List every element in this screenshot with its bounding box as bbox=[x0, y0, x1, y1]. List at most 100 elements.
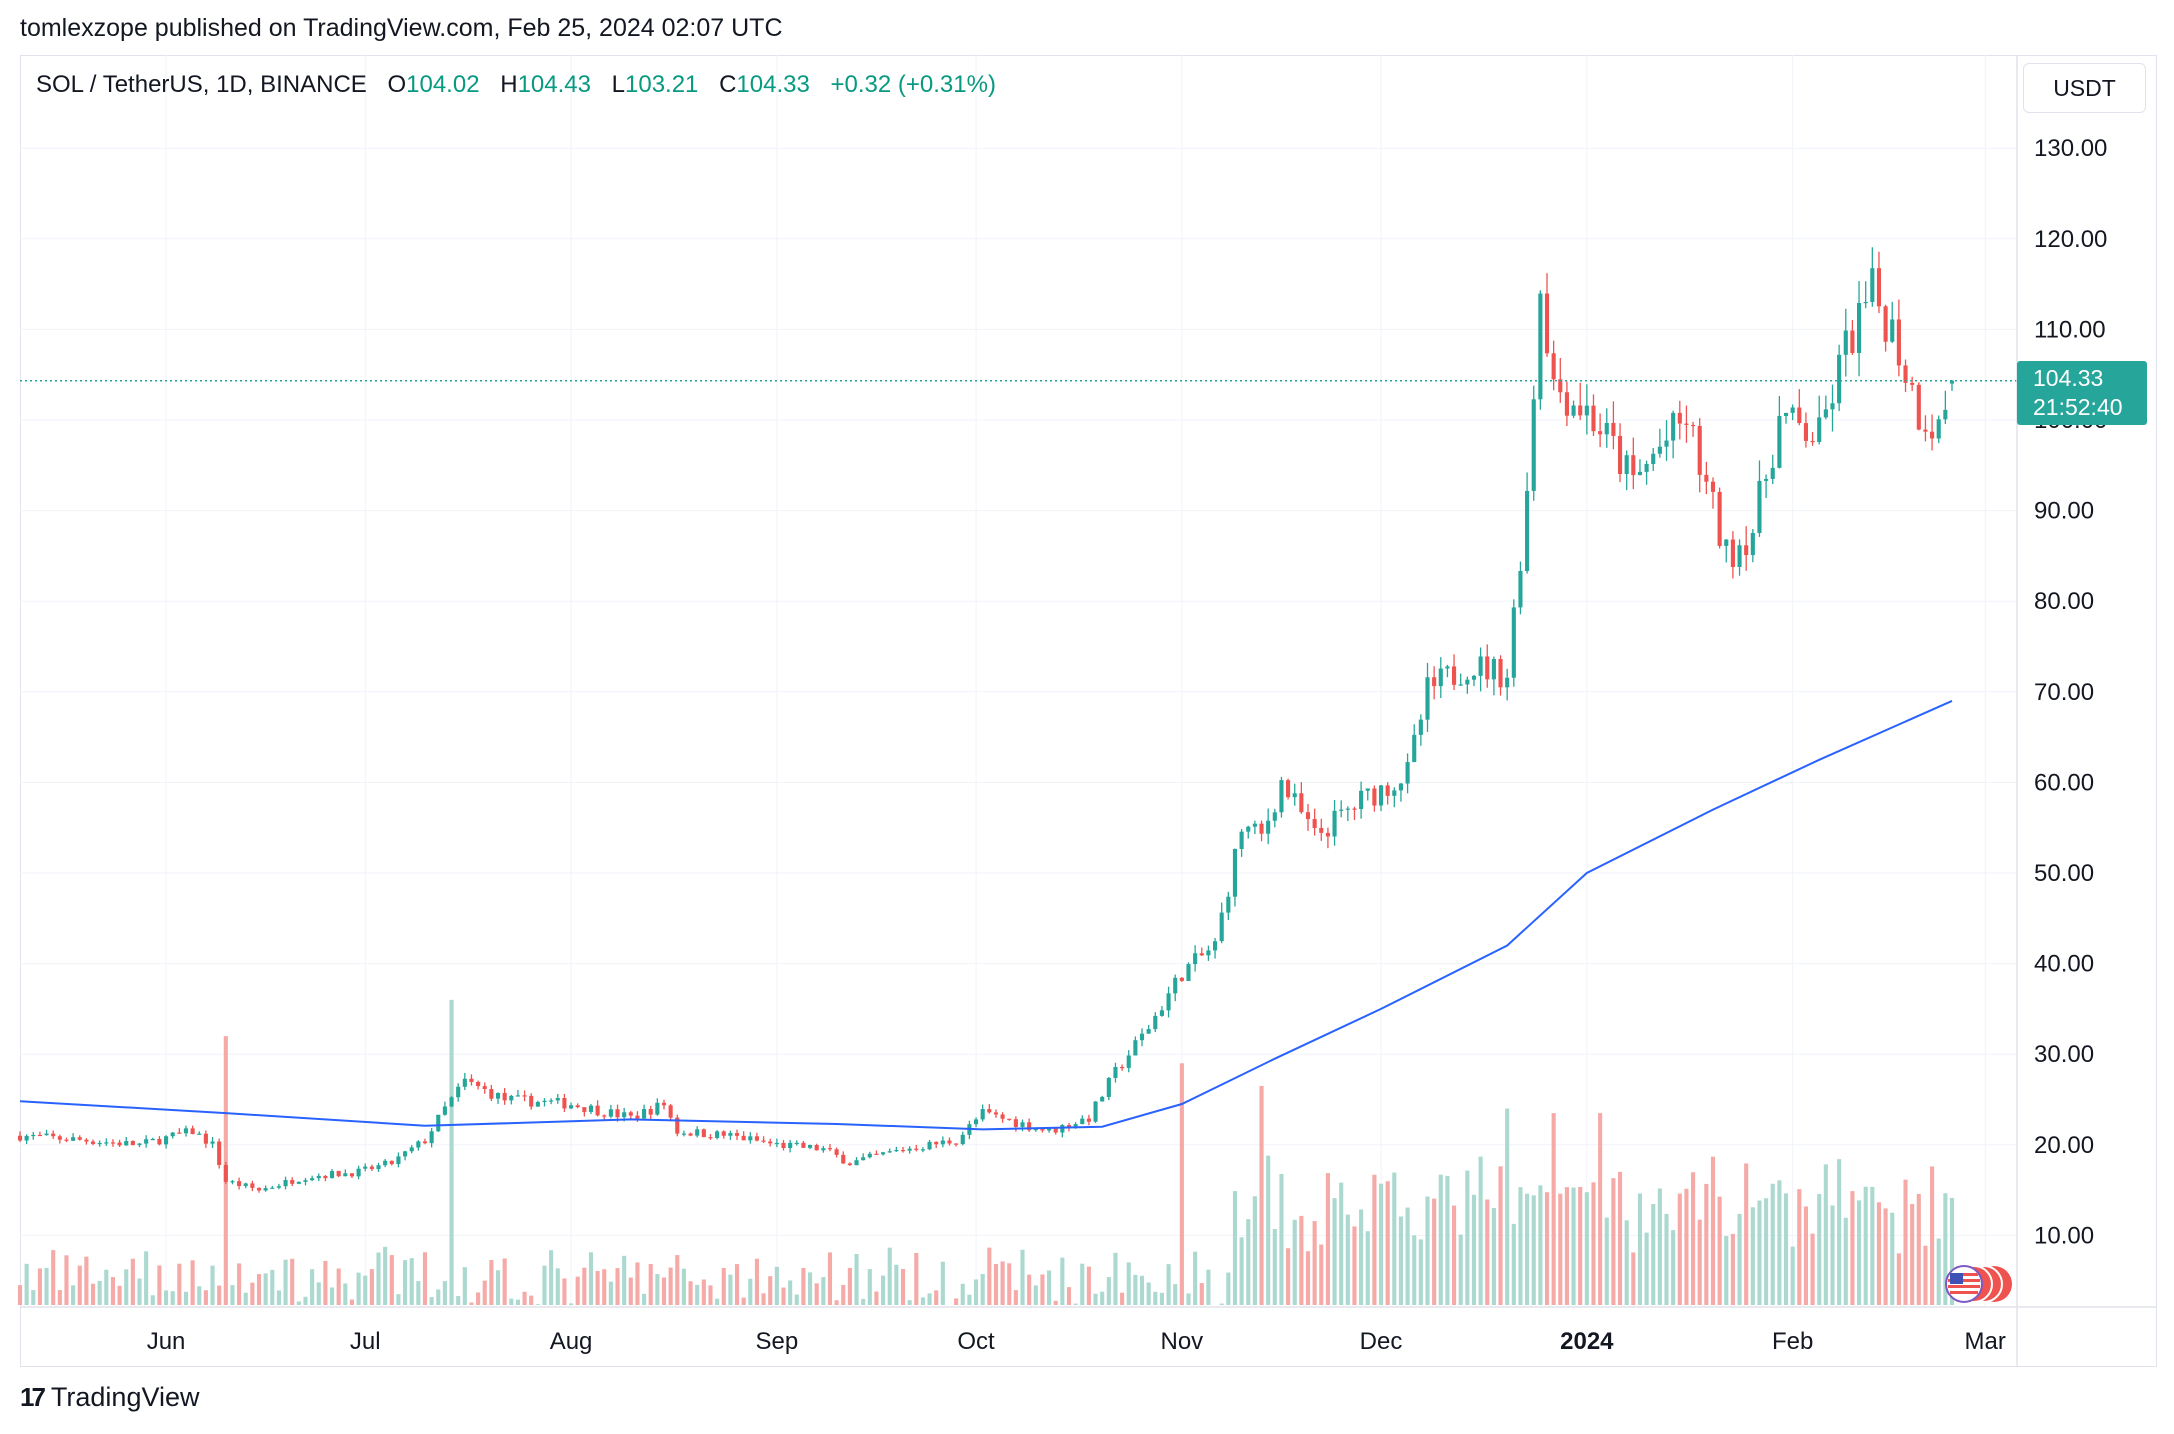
candle-body bbox=[329, 1171, 335, 1179]
volume-bar bbox=[1305, 1251, 1311, 1305]
open-value: 104.02 bbox=[406, 71, 480, 98]
volume-bar bbox=[1020, 1249, 1025, 1305]
volume-bar bbox=[993, 1264, 999, 1305]
y-tick-label: 60.00 bbox=[2034, 769, 2094, 796]
candle-body bbox=[84, 1139, 89, 1142]
candle-body bbox=[608, 1109, 613, 1117]
candle-body bbox=[1671, 412, 1676, 441]
candle-body bbox=[1757, 480, 1762, 533]
high-value: 104.43 bbox=[517, 71, 591, 98]
volume-bar bbox=[104, 1269, 109, 1305]
x-tick-label: Feb bbox=[1772, 1328, 1813, 1355]
candle-body bbox=[230, 1181, 235, 1183]
candle-body bbox=[1823, 409, 1828, 418]
volume-bar bbox=[263, 1273, 268, 1305]
candle-body bbox=[522, 1095, 527, 1097]
volume-bar bbox=[1319, 1244, 1324, 1305]
volume-bar bbox=[164, 1290, 169, 1305]
candle-body bbox=[622, 1112, 627, 1118]
candle-body bbox=[256, 1187, 262, 1191]
candle-body bbox=[336, 1171, 341, 1177]
volume-bar bbox=[788, 1280, 793, 1305]
volume-bar bbox=[827, 1252, 833, 1305]
volume-bar bbox=[336, 1268, 341, 1305]
volume-bar bbox=[97, 1280, 102, 1305]
candle-body bbox=[190, 1128, 195, 1135]
candle-body bbox=[595, 1105, 600, 1116]
y-tick-label: 30.00 bbox=[2034, 1041, 2094, 1068]
candle-body bbox=[1644, 463, 1649, 472]
volume-bar bbox=[774, 1266, 779, 1305]
volume-bar bbox=[1000, 1261, 1005, 1305]
volume-bar bbox=[469, 1302, 474, 1305]
flag-badge[interactable] bbox=[1932, 1263, 2016, 1305]
volume-bar bbox=[24, 1263, 29, 1305]
currency-button[interactable]: USDT bbox=[2023, 63, 2146, 113]
candle-body bbox=[1252, 823, 1257, 827]
candle-body bbox=[263, 1188, 268, 1191]
volume-bar bbox=[1385, 1181, 1390, 1305]
volume-bar bbox=[409, 1258, 414, 1305]
candle-body bbox=[104, 1142, 109, 1144]
tradingview-logo[interactable]: 17 TradingView bbox=[20, 1382, 200, 1413]
volume-bar bbox=[1936, 1238, 1941, 1305]
candle-body bbox=[1086, 1118, 1091, 1122]
volume-bar bbox=[1007, 1263, 1012, 1305]
volume-bar bbox=[861, 1298, 866, 1305]
symbol-name[interactable]: SOL / TetherUS, 1D, BINANCE bbox=[36, 71, 367, 98]
candle-body bbox=[290, 1179, 295, 1184]
volume-bar bbox=[1571, 1187, 1576, 1305]
candle-body bbox=[237, 1181, 242, 1187]
volume-bar bbox=[1352, 1226, 1357, 1305]
candle-body bbox=[1385, 785, 1390, 796]
volume-bar bbox=[1286, 1248, 1291, 1305]
x-tick-label: Mar bbox=[1965, 1328, 2006, 1355]
candle-body bbox=[1491, 659, 1496, 680]
candle-body bbox=[1691, 424, 1696, 427]
volume-bar bbox=[1949, 1197, 1955, 1305]
volume-bar bbox=[270, 1269, 275, 1305]
volume-bar bbox=[1365, 1231, 1370, 1305]
candle-body bbox=[502, 1092, 507, 1101]
high-label: H bbox=[500, 71, 518, 98]
candle-body bbox=[1750, 532, 1755, 556]
volume-bar bbox=[197, 1286, 202, 1305]
volume-bar bbox=[51, 1250, 56, 1305]
volume-bar bbox=[1903, 1179, 1908, 1305]
volume-bar bbox=[1425, 1196, 1430, 1305]
candle-body bbox=[177, 1132, 182, 1134]
candle-body bbox=[157, 1138, 162, 1145]
candle-body bbox=[303, 1180, 308, 1182]
volume-bar bbox=[668, 1267, 673, 1305]
volume-bar bbox=[960, 1283, 965, 1305]
candle-body bbox=[144, 1139, 149, 1144]
volume-bar bbox=[1544, 1192, 1550, 1305]
candle-body bbox=[1850, 330, 1855, 353]
candle-body bbox=[1299, 793, 1304, 813]
volume-bar bbox=[1505, 1108, 1510, 1305]
candle-body bbox=[409, 1147, 414, 1152]
close-label: C bbox=[719, 71, 737, 98]
candle-body bbox=[1398, 783, 1404, 791]
volume-bar bbox=[1863, 1186, 1868, 1305]
candle-body bbox=[920, 1149, 925, 1151]
candle-body bbox=[110, 1142, 116, 1144]
candle-body bbox=[887, 1151, 892, 1153]
volume-bar bbox=[1259, 1085, 1264, 1305]
candle-body bbox=[1797, 407, 1802, 424]
volume-bar bbox=[1876, 1202, 1882, 1305]
candle-body bbox=[1179, 977, 1184, 981]
candle-body bbox=[1558, 379, 1563, 393]
volume-bar bbox=[1266, 1155, 1271, 1305]
x-tick-label: Sep bbox=[756, 1328, 799, 1355]
volume-bar bbox=[349, 1299, 355, 1305]
candle-body bbox=[310, 1178, 315, 1181]
volume-bar bbox=[1651, 1204, 1656, 1305]
volume-bar bbox=[1193, 1251, 1198, 1305]
volume-bar bbox=[90, 1283, 96, 1305]
volume-bar bbox=[1797, 1189, 1802, 1305]
last-price-tag: 104.33 21:52:40 bbox=[2017, 361, 2147, 425]
candle-body bbox=[1418, 719, 1423, 735]
candle-body bbox=[1564, 392, 1569, 416]
